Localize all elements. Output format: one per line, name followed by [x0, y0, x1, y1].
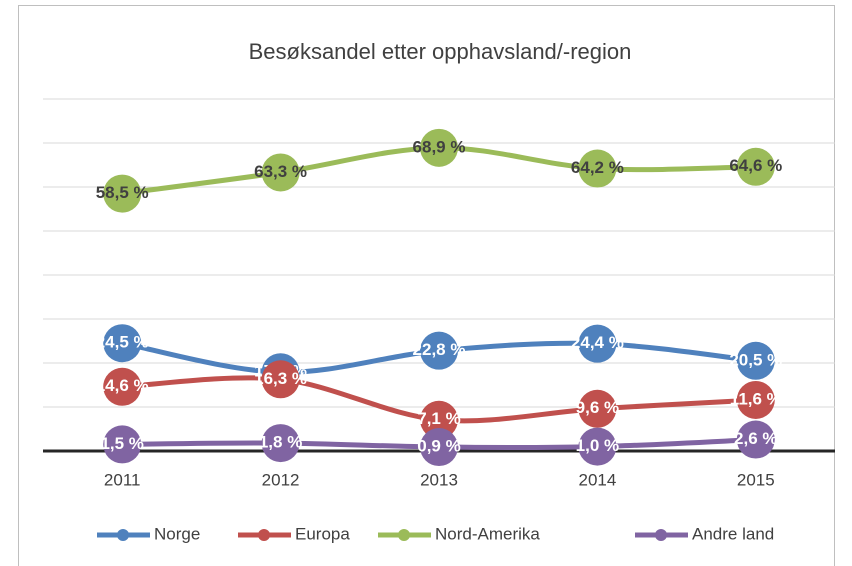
value-label: 1,5 % — [100, 434, 143, 453]
value-label: 68,9 % — [413, 137, 466, 156]
marker — [578, 389, 617, 428]
marker — [736, 380, 775, 419]
marker — [420, 331, 458, 370]
value-label: 9,6 % — [576, 398, 619, 417]
value-label: 64,2 % — [571, 158, 624, 177]
legend-label: Andre land — [692, 524, 774, 543]
value-label: 58,5 % — [96, 183, 149, 202]
value-label: 64,6 % — [729, 156, 782, 175]
value-label: 22,8 % — [413, 340, 466, 359]
value-label: 24,4 % — [571, 333, 624, 352]
marker — [103, 425, 142, 464]
marker — [578, 427, 617, 466]
x-tick-label: 2015 — [737, 470, 775, 489]
marker — [103, 367, 142, 406]
legend-marker — [117, 529, 129, 541]
marker — [103, 324, 142, 363]
chart-title: Besøksandel etter opphavsland/-region — [249, 39, 632, 64]
value-label: 0,9 % — [417, 437, 460, 456]
marker — [420, 400, 458, 439]
marker — [736, 420, 775, 459]
legend-marker — [258, 529, 270, 541]
value-label: 24,5 % — [96, 333, 149, 352]
legend-label: Norge — [154, 524, 200, 543]
value-label: 1,0 % — [576, 436, 619, 455]
marker — [578, 324, 617, 363]
legend-label: Nord-Amerika — [435, 524, 540, 543]
marker — [261, 153, 300, 192]
legend-marker — [655, 529, 667, 541]
marker — [736, 341, 775, 380]
value-label: 11,6 % — [730, 389, 782, 408]
marker — [736, 147, 775, 186]
marker — [261, 360, 300, 399]
value-label: 14,6 % — [96, 376, 149, 395]
value-label: 16,3 % — [254, 369, 307, 388]
marker — [103, 174, 142, 213]
value-label: 1,8 % — [259, 433, 302, 452]
x-tick-label: 2011 — [104, 470, 141, 489]
value-label: 63,3 % — [254, 162, 307, 181]
value-label: 7,1 % — [417, 409, 460, 428]
marker — [420, 428, 458, 467]
legend-marker — [398, 529, 410, 541]
marker — [261, 424, 300, 463]
x-tick-label: 2013 — [420, 470, 458, 489]
value-label: 2,6 % — [734, 429, 777, 448]
legend-label: Europa — [295, 524, 350, 543]
marker — [420, 128, 458, 167]
x-tick-label: 2014 — [578, 470, 616, 489]
marker — [578, 149, 617, 188]
x-tick-label: 2012 — [262, 470, 300, 489]
value-label: 20,5 % — [729, 350, 782, 369]
